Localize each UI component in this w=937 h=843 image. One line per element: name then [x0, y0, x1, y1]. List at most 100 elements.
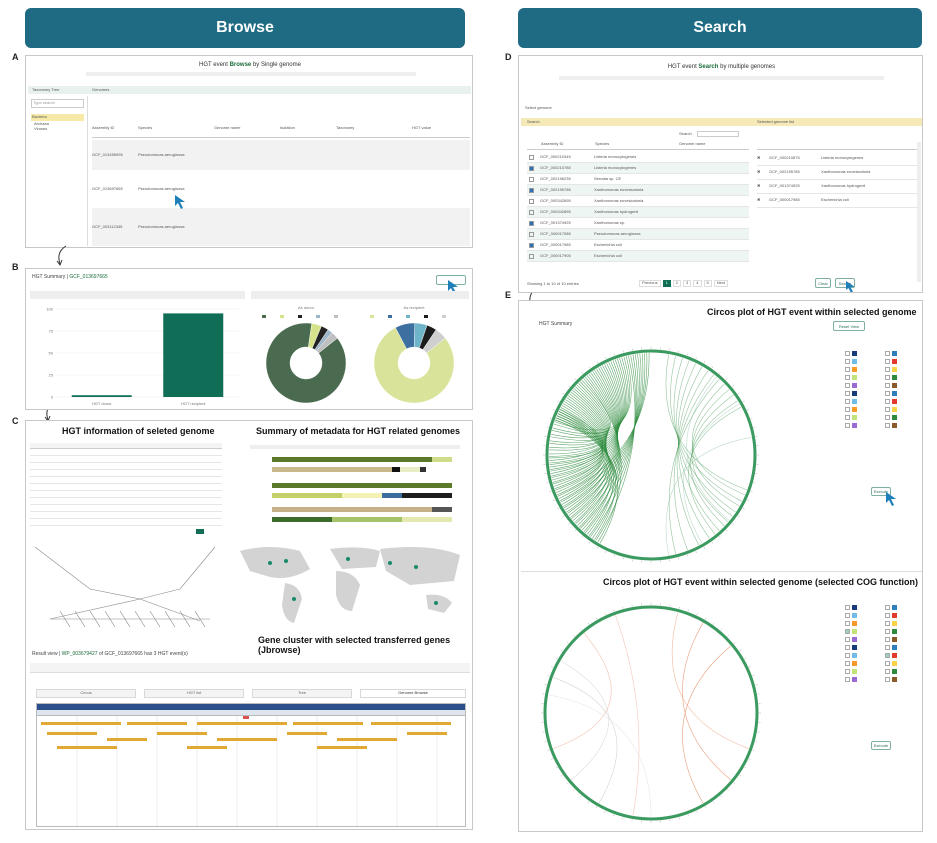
legend-item[interactable] — [845, 415, 885, 420]
legend-item[interactable] — [885, 661, 922, 666]
legend-checkbox[interactable] — [885, 383, 890, 388]
jbrowse-view[interactable] — [36, 703, 466, 827]
legend-checkbox[interactable] — [885, 621, 890, 626]
pager-page[interactable]: 5 — [703, 280, 712, 287]
scrollbar[interactable] — [917, 142, 921, 282]
legend-checkbox[interactable] — [845, 677, 850, 682]
tree-item-viruses[interactable]: Viruses — [34, 126, 48, 132]
legend-item[interactable] — [885, 375, 922, 380]
legend-item[interactable] — [845, 383, 885, 388]
legend-checkbox[interactable] — [885, 367, 890, 372]
selected-row[interactable]: ✖ GCF_001374925 Xanthomonas hydrogenii — [757, 180, 917, 194]
legend-item[interactable] — [845, 677, 885, 682]
row-checkbox[interactable] — [529, 220, 534, 226]
legend-checkbox[interactable] — [885, 359, 890, 364]
legend-checkbox[interactable] — [845, 367, 850, 372]
row-checkbox[interactable] — [529, 187, 534, 193]
legend-item[interactable] — [845, 653, 885, 658]
tree-item-archaea[interactable]: Archaea — [34, 120, 49, 126]
legend-checkbox[interactable] — [885, 423, 890, 428]
legend-item[interactable] — [845, 399, 885, 404]
pager-active[interactable] — [196, 529, 204, 534]
tab-genome-browse[interactable]: Genome Browse — [360, 689, 466, 698]
legend-checkbox[interactable] — [845, 351, 850, 356]
legend-item[interactable] — [885, 391, 922, 396]
legend-checkbox[interactable] — [885, 653, 890, 658]
pager-page[interactable]: 1 — [662, 280, 671, 287]
legend-item[interactable] — [885, 383, 922, 388]
legend-item[interactable] — [885, 613, 922, 618]
legend-checkbox[interactable] — [845, 669, 850, 674]
legend-checkbox[interactable] — [885, 415, 890, 420]
legend-item[interactable] — [885, 605, 922, 610]
table-row[interactable]: GCF_000210785 Listeria monocytogenes — [527, 163, 749, 174]
row-checkbox[interactable] — [529, 154, 534, 160]
legend-item[interactable] — [885, 367, 922, 372]
legend-item[interactable] — [885, 645, 922, 650]
legend-checkbox[interactable] — [885, 351, 890, 356]
legend-checkbox[interactable] — [885, 407, 890, 412]
legend-checkbox[interactable] — [845, 423, 850, 428]
legend-item[interactable] — [845, 391, 885, 396]
legend-item[interactable] — [845, 637, 885, 642]
remove-icon[interactable]: ✖ — [757, 197, 761, 203]
legend-item[interactable] — [885, 351, 922, 356]
legend-checkbox[interactable] — [845, 415, 850, 420]
legend-item[interactable] — [845, 621, 885, 626]
legend-checkbox[interactable] — [885, 669, 890, 674]
legend-checkbox[interactable] — [885, 637, 890, 642]
legend-checkbox[interactable] — [885, 613, 890, 618]
table-row[interactable]: GCF_003112345 Pseudomonas aeruginosa — [92, 208, 470, 246]
row-checkbox[interactable] — [529, 165, 534, 171]
legend-item[interactable] — [885, 669, 922, 674]
pager-page[interactable]: 2 — [672, 280, 682, 287]
donut-slice[interactable] — [422, 329, 446, 354]
legend-checkbox[interactable] — [845, 661, 850, 666]
remove-icon[interactable]: ✖ — [757, 169, 761, 175]
legend-item[interactable] — [845, 423, 885, 428]
legend-checkbox[interactable] — [845, 653, 850, 658]
legend-item[interactable] — [845, 645, 885, 650]
tree-item-bacteria[interactable]: Bacteria — [31, 113, 84, 121]
selected-row[interactable]: ✖ GCF_000017985 Escherichia coli — [757, 194, 917, 208]
selected-row[interactable]: ✖ GCF_000210875 Listeria monocytogenes — [757, 152, 917, 166]
remove-icon[interactable]: ✖ — [757, 183, 761, 189]
legend-checkbox[interactable] — [845, 637, 850, 642]
legend-checkbox[interactable] — [845, 359, 850, 364]
table-row[interactable]: GCF_013697665 Pseudomonas aeruginosa — [92, 185, 185, 191]
legend-item[interactable] — [845, 351, 885, 356]
table-row[interactable]: GCF_000210345 Listeria monocytogenes — [527, 152, 749, 163]
row-checkbox[interactable] — [529, 176, 534, 182]
legend-item[interactable] — [885, 399, 922, 404]
legend-checkbox[interactable] — [885, 661, 890, 666]
legend-item[interactable] — [885, 423, 922, 428]
donut-slice[interactable] — [265, 322, 347, 404]
legend-checkbox[interactable] — [885, 399, 890, 404]
legend-item[interactable] — [885, 621, 922, 626]
donut-slice[interactable] — [316, 332, 338, 354]
legend-checkbox[interactable] — [845, 399, 850, 404]
row-checkbox[interactable] — [529, 242, 534, 248]
table-row[interactable]: GCF_000017085 Pseudomonas aeruginosa — [527, 229, 749, 240]
table-row[interactable]: GCF_002195785 Xanthomonas euvesicatoria — [527, 185, 749, 196]
pager-page[interactable]: 3 — [683, 280, 692, 287]
legend-checkbox[interactable] — [885, 677, 890, 682]
clear-button[interactable]: Clear — [815, 278, 831, 288]
legend-checkbox[interactable] — [885, 605, 890, 610]
legend-item[interactable] — [845, 367, 885, 372]
bar[interactable] — [71, 395, 132, 397]
legend-item[interactable] — [845, 661, 885, 666]
legend-item[interactable] — [845, 359, 885, 364]
legend-item[interactable] — [885, 637, 922, 642]
legend-checkbox[interactable] — [885, 391, 890, 396]
legend-item[interactable] — [885, 677, 922, 682]
pager-next[interactable]: Next — [713, 280, 728, 287]
legend-checkbox[interactable] — [845, 383, 850, 388]
table-row[interactable]: GCF_002196235 Serratia sp. CE — [527, 174, 749, 185]
legend-checkbox[interactable] — [845, 613, 850, 618]
table-row[interactable]: GCF_000342895 Xanthomonas euvesicatoria — [527, 196, 749, 207]
legend-checkbox[interactable] — [845, 391, 850, 396]
row-checkbox[interactable] — [529, 209, 534, 215]
legend-checkbox[interactable] — [845, 645, 850, 650]
bar[interactable] — [163, 313, 224, 397]
